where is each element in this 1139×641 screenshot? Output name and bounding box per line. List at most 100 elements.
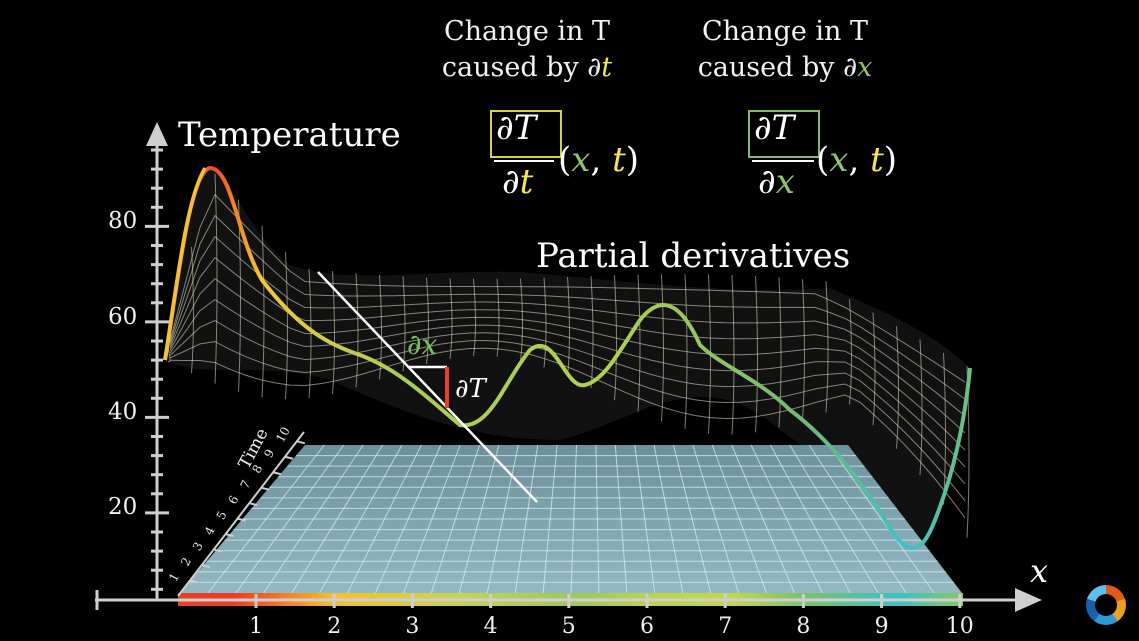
x-tick-label: 3	[405, 614, 420, 639]
mesh-line	[169, 214, 966, 400]
caption-dt-line2: caused by ∂t	[422, 50, 632, 86]
time-tick-label: 4	[202, 524, 218, 538]
mesh-line	[567, 277, 570, 378]
x-tick-label: 4	[483, 614, 498, 639]
fraction-bar-x	[752, 160, 814, 162]
time-tick-label: 5	[214, 509, 230, 522]
time-tick-mark	[284, 455, 294, 460]
x-axis-arrow	[1015, 588, 1042, 612]
args-t-t: t	[612, 140, 626, 180]
mesh-line	[379, 274, 382, 380]
time-tick-label: 10	[273, 425, 293, 445]
caption-dx-line1: Change in T	[702, 16, 868, 47]
mesh-line	[191, 246, 194, 374]
mesh-line	[449, 278, 453, 359]
args-t-close: )	[625, 140, 640, 180]
args-t-open: (	[558, 140, 572, 180]
x-axis-ticks	[254, 594, 962, 608]
loading-spinner-icon	[1086, 585, 1126, 625]
denominator-x-d: ∂	[758, 162, 776, 202]
mesh-line	[214, 173, 218, 384]
y-tick-label: 20	[108, 494, 138, 520]
mesh-line	[169, 298, 966, 468]
denominator-x-var: x	[775, 162, 795, 202]
time-tick-mark	[189, 579, 199, 584]
y-axis-label: Temperature	[178, 115, 401, 155]
caption-change-dt: Change in T caused by ∂t	[422, 14, 632, 86]
x-tick-label: 10	[945, 614, 974, 639]
mesh-line	[169, 235, 966, 417]
denominator-t: ∂t	[502, 162, 533, 202]
y-tick-label: 40	[108, 399, 138, 425]
time-tick-label: 7	[237, 478, 253, 491]
y-axis-arrow	[146, 122, 168, 146]
mesh-line	[520, 278, 523, 361]
caption-dt-prefix: caused by ∂	[441, 52, 602, 83]
time-tick-label: 1	[166, 571, 182, 584]
dx-annotation: ∂x	[407, 328, 438, 361]
time-tick-mark	[249, 502, 258, 507]
y-tick-label: 80	[108, 208, 138, 234]
time-tick-mark	[260, 486, 270, 491]
x-axis-label: x	[1030, 552, 1049, 590]
args-x-open: (	[816, 140, 830, 180]
numerator-x: ∂T	[754, 108, 795, 148]
denominator-t-d: ∂	[502, 162, 520, 202]
args-t: (x, t)	[558, 140, 639, 180]
denominator-t-var: t	[519, 162, 534, 202]
time-tick-mark	[213, 548, 222, 553]
dT-annotation: ∂T	[455, 374, 486, 404]
mesh-line	[849, 299, 852, 405]
time-axis-ticks	[189, 440, 306, 584]
time-tick-mark	[225, 533, 234, 538]
args-x-x: x	[829, 140, 849, 180]
caption-dx-prefix: caused by ∂	[697, 52, 858, 83]
x-tick-label: 2	[327, 614, 342, 639]
caption-change-dx: Change in T caused by ∂x	[680, 14, 890, 86]
mesh-line	[169, 193, 966, 383]
temperature-surface	[165, 168, 970, 555]
caption-dt-line1: Change in T	[444, 16, 610, 47]
floor-grid	[188, 444, 954, 594]
caption-dx-var: x	[857, 52, 873, 83]
args-t-x: x	[571, 140, 591, 180]
args-x: (x, t)	[816, 140, 897, 180]
mesh-line	[169, 347, 966, 519]
x-tick-label: 5	[561, 614, 576, 639]
mesh-line	[590, 276, 594, 389]
mesh-line	[261, 225, 265, 398]
time-axis-line	[177, 431, 305, 597]
numerator-t: ∂T	[496, 108, 537, 148]
mesh-line	[543, 277, 547, 368]
denominator-x: ∂x	[758, 162, 795, 202]
numerator-box-t	[490, 110, 562, 158]
args-x-t: t	[870, 140, 884, 180]
time-tick-mark	[201, 564, 211, 569]
mesh-line	[169, 339, 966, 502]
mesh-line	[355, 273, 359, 388]
mesh-line	[169, 277, 966, 451]
caption-dx-line2: caused by ∂x	[680, 50, 890, 86]
y-axis-ticks	[145, 148, 169, 591]
time-tick-mark	[296, 440, 306, 445]
x-tick-label: 6	[640, 614, 654, 639]
time-tick-mark	[237, 517, 246, 522]
args-x-comma: ,	[848, 140, 871, 180]
front-edge-curve	[163, 167, 207, 361]
time-tick-label: 3	[190, 540, 206, 553]
args-t-comma: ,	[590, 140, 613, 180]
mesh-line	[169, 320, 966, 485]
mesh-line	[802, 279, 805, 421]
time-tick-label: 6	[226, 493, 242, 506]
caption-dt-var: t	[601, 52, 613, 83]
x-tick-label: 7	[718, 614, 733, 639]
mesh-line	[496, 278, 500, 357]
y-tick-label: 60	[108, 304, 138, 330]
mesh-line	[473, 278, 476, 357]
x-tick-label: 1	[249, 614, 263, 639]
fraction-bar-t	[494, 160, 554, 162]
mesh-line	[426, 277, 429, 365]
